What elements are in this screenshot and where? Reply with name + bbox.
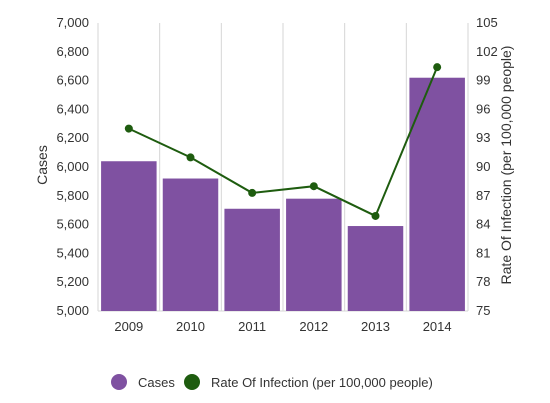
bar-2012 — [286, 198, 342, 311]
left-axis: 7,000 6,800 6,600 6,400 6,200 6,000 5,800 5,600… — [56, 15, 89, 318]
rate-series-line — [128, 66, 439, 218]
bar-2009 — [101, 161, 157, 311]
rate-line — [124, 63, 442, 220]
right-tick-label: 84 — [476, 217, 490, 232]
legend-cases-marker — [111, 374, 127, 390]
bar-2011 — [224, 208, 280, 311]
legend: Cases Rate Of Infection (per 100,000 peo… — [111, 374, 433, 390]
left-tick-label: 5,400 — [56, 245, 89, 260]
x-tick-label: 2011 — [238, 319, 266, 334]
right-tick-label: 93 — [476, 130, 490, 145]
right-tick-label: 87 — [476, 188, 490, 203]
legend-rate-marker — [184, 374, 200, 390]
left-tick-label: 6,800 — [56, 44, 89, 59]
left-tick-label: 5,800 — [56, 188, 89, 203]
left-tick-label: 6,200 — [56, 130, 89, 145]
right-tick-label: 96 — [476, 101, 490, 116]
bar-2014 — [409, 77, 465, 311]
right-axis-title: Rate Of Infection (per 100,000 people) — [498, 46, 514, 285]
rate-point-2012 — [309, 182, 318, 191]
rate-point-2013 — [371, 211, 380, 220]
left-tick-label: 7,000 — [56, 15, 89, 30]
rate-point-2011 — [248, 188, 257, 197]
bar-2010 — [162, 178, 219, 311]
right-axis: 105 102 99 96 93 90 87 84 81 78 75 — [476, 15, 498, 318]
left-tick-label: 5,200 — [56, 274, 89, 289]
right-tick-label: 99 — [476, 73, 490, 88]
left-tick-label: 5,600 — [56, 217, 89, 232]
right-tick-label: 75 — [476, 303, 490, 318]
bars — [101, 77, 465, 311]
rate-point-2009 — [124, 124, 133, 133]
left-tick-label: 6,400 — [56, 101, 89, 116]
x-tick-label: 2012 — [299, 319, 328, 334]
bar-2013 — [347, 226, 404, 311]
legend-rate-label: Rate Of Infection (per 100,000 people) — [211, 375, 433, 390]
left-axis-title: Cases — [34, 145, 50, 185]
left-tick-label: 5,000 — [56, 303, 89, 318]
x-tick-label: 2014 — [423, 319, 452, 334]
right-tick-label: 78 — [476, 274, 490, 289]
right-tick-label: 102 — [476, 44, 498, 59]
grid — [97, 23, 469, 312]
right-tick-label: 81 — [476, 245, 490, 260]
legend-cases-label: Cases — [138, 375, 175, 390]
left-tick-label: 6,000 — [56, 159, 89, 174]
x-tick-label: 2010 — [176, 319, 205, 334]
right-tick-label: 90 — [476, 159, 490, 174]
x-tick-label: 2013 — [361, 319, 390, 334]
right-tick-label: 105 — [476, 15, 498, 30]
x-axis: 2009 2010 2011 2012 2013 2014 — [114, 319, 451, 334]
rate-point-2010 — [186, 153, 195, 162]
x-tick-label: 2009 — [114, 319, 143, 334]
rate-point-2014 — [433, 63, 442, 72]
left-tick-label: 6,600 — [56, 73, 89, 88]
